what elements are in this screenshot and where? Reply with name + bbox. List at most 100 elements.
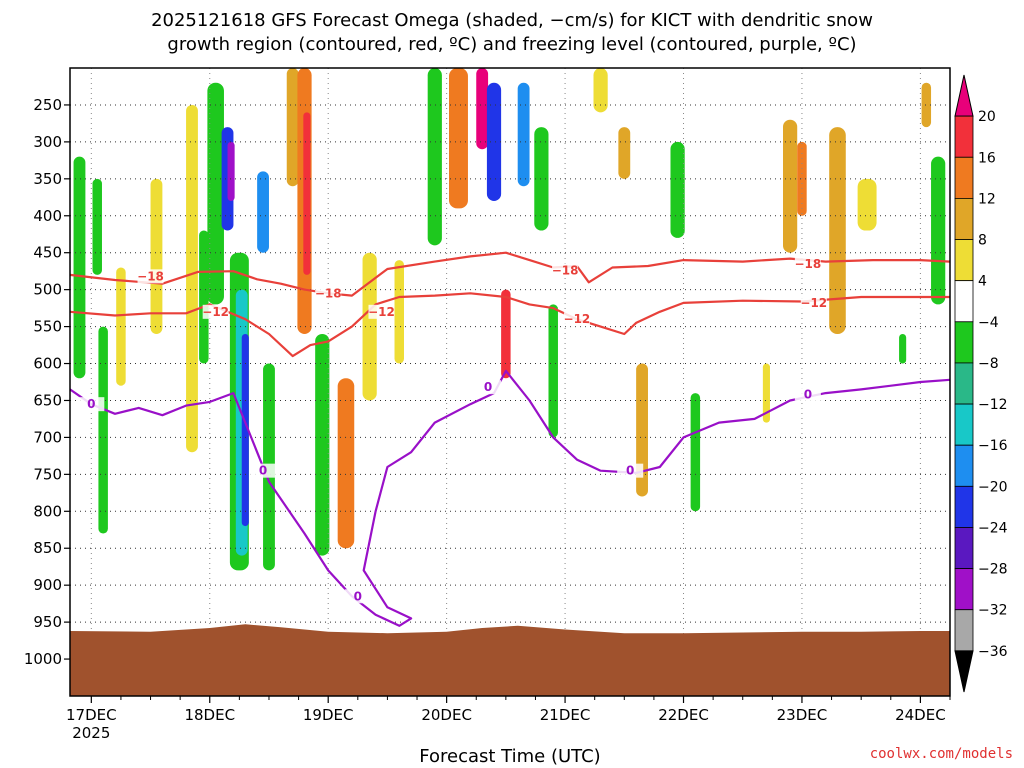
contour-label-bg-1-3 <box>800 295 827 310</box>
plot-background <box>70 68 950 696</box>
omega-patch-39 <box>857 178 877 231</box>
plot-frame <box>69 67 951 697</box>
omega-patch-17 <box>303 112 311 275</box>
omega-patch-19 <box>337 378 355 549</box>
colorbar-bin-4 <box>954 239 974 282</box>
colorbar-bin-bottom <box>954 650 974 693</box>
chart-title-line1: 2025121618 GFS Forecast Omega (shaded, −… <box>151 10 873 31</box>
omega-patch-23 <box>449 68 468 209</box>
y-tick-label-800: 800 <box>33 502 62 520</box>
colorbar-bin-10 <box>954 485 974 528</box>
colorbar-bin-2 <box>954 156 974 199</box>
contour-label-0-0: −18 <box>137 269 164 283</box>
y-tick-label-400: 400 <box>33 207 62 225</box>
contour-label-bg-2-4 <box>617 463 644 478</box>
omega-patch-15 <box>286 68 299 187</box>
contour-label-2-1: 0 <box>259 464 267 478</box>
omega-patch-21 <box>394 260 404 364</box>
y-tick-label-850: 850 <box>33 539 62 557</box>
contour-line-0 <box>69 369 951 627</box>
omega-patch-30 <box>593 68 608 113</box>
omega-patch-29 <box>548 304 558 438</box>
omega-patch-1 <box>92 178 102 275</box>
omega-patch-38 <box>829 127 846 334</box>
colorbar-bin-3 <box>954 197 974 240</box>
omega-patch-6 <box>199 230 209 364</box>
colorbar-label-12: −32 <box>978 603 1008 619</box>
colorbar-bin-6 <box>954 321 974 364</box>
colorbar-bin-11 <box>954 527 974 570</box>
omega-patch-7 <box>207 82 224 305</box>
y-tick-label-750: 750 <box>33 465 62 483</box>
omega-patch-24 <box>476 68 489 150</box>
y-tick-label-250: 250 <box>33 96 62 114</box>
contour-label-bg-0-0 <box>137 269 164 284</box>
colorbar-label-13: −36 <box>978 644 1008 660</box>
contour-label-bg-1-1 <box>368 304 395 319</box>
contour-label-0-2: −18 <box>552 263 579 277</box>
contour-label-2-5: 0 <box>804 388 812 402</box>
omega-patch-0 <box>73 156 86 379</box>
y-tick-label-550: 550 <box>33 318 62 336</box>
x-tick-label-22DEC: 22DEC <box>658 706 709 724</box>
colorbar-label-0: 20 <box>978 109 996 125</box>
contour-line--18 <box>69 251 951 297</box>
y-tick-label-350: 350 <box>33 170 62 188</box>
colorbar-label-3: 8 <box>978 233 987 249</box>
omega-patch-41 <box>921 82 932 128</box>
y-tick-label-450: 450 <box>33 244 62 262</box>
contour-label-0-1: −18 <box>315 286 342 300</box>
x-tick-label-17DEC: 17DEC <box>66 706 117 724</box>
contour-label-bg-0-2 <box>552 263 579 278</box>
y-tick-label-950: 950 <box>33 613 62 631</box>
colorbar-label-9: −20 <box>978 479 1008 495</box>
x-axis-label: Forecast Time (UTC) <box>419 746 600 767</box>
y-tick-label-600: 600 <box>33 355 62 373</box>
omega-patch-36 <box>783 119 798 253</box>
omega-patch-33 <box>670 141 685 238</box>
omega-patch-18 <box>315 333 330 556</box>
colorbar-bin-8 <box>954 403 974 446</box>
y-tick-label-650: 650 <box>33 391 62 409</box>
colorbar: 20 16 12 8 4 −4 −8 −12 −16 −20 −24 −28 −32 −36 <box>954 74 1008 693</box>
colorbar-label-5: −4 <box>978 315 999 331</box>
contour-label-1-0: −12 <box>202 305 229 319</box>
y-tick-label-700: 700 <box>33 428 62 446</box>
y-tick-label-1000: 1000 <box>24 650 62 668</box>
contour-label-bg-0-3 <box>794 256 821 271</box>
omega-patch-4 <box>150 178 163 334</box>
colorbar-label-1: 16 <box>978 150 996 166</box>
contour-lines: −18 −18 −18 −18 −12 −12 −12 −12 0 0 0 0 0 0 <box>69 251 951 627</box>
omega-patch-25 <box>486 82 502 201</box>
omega-patch-2 <box>98 326 108 534</box>
y-tick-label-900: 900 <box>33 576 62 594</box>
omega-patch-35 <box>762 363 770 423</box>
contour-label-bg-2-5 <box>794 387 821 402</box>
colorbar-bin-7 <box>954 362 974 405</box>
contour-label-bg-2-0 <box>78 397 105 412</box>
contour-label-2-2: 0 <box>354 589 362 603</box>
plot-area: −18 −18 −18 −18 −12 −12 −12 −12 0 0 0 0 0 0 <box>69 67 951 697</box>
contour-label-bg-2-1 <box>250 463 277 478</box>
contour-label-0-3: −18 <box>794 257 821 271</box>
colorbar-bin-1 <box>954 115 974 158</box>
colorbar-label-7: −12 <box>978 397 1008 413</box>
y-tick-label-300: 300 <box>33 133 62 151</box>
x-tick-label-23DEC: 23DEC <box>777 706 828 724</box>
omega-patch-20 <box>362 252 377 401</box>
contour-line--12 <box>69 292 950 358</box>
colorbar-bin-9 <box>954 444 974 487</box>
colorbar-label-8: −16 <box>978 438 1008 454</box>
colorbar-label-6: −8 <box>978 356 999 372</box>
y-axis-ticks: 250 300 350 400 450 500 550 600 650 700 750 800 850 9… <box>24 96 70 668</box>
omega-patch-5 <box>186 104 198 453</box>
chart-title-line2: growth region (contoured, red, ºC) and f… <box>167 34 856 55</box>
contour-label-1-3: −12 <box>800 296 827 310</box>
contour-label-bg-2-2 <box>344 589 371 604</box>
omega-patch-28 <box>534 127 549 231</box>
colorbar-label-2: 12 <box>978 191 996 207</box>
omega-patch-22 <box>427 68 442 246</box>
credit-text: coolwx.com/models <box>870 746 1013 762</box>
contour-label-2-3: 0 <box>484 380 492 394</box>
colorbar-label-4: 4 <box>978 274 987 290</box>
